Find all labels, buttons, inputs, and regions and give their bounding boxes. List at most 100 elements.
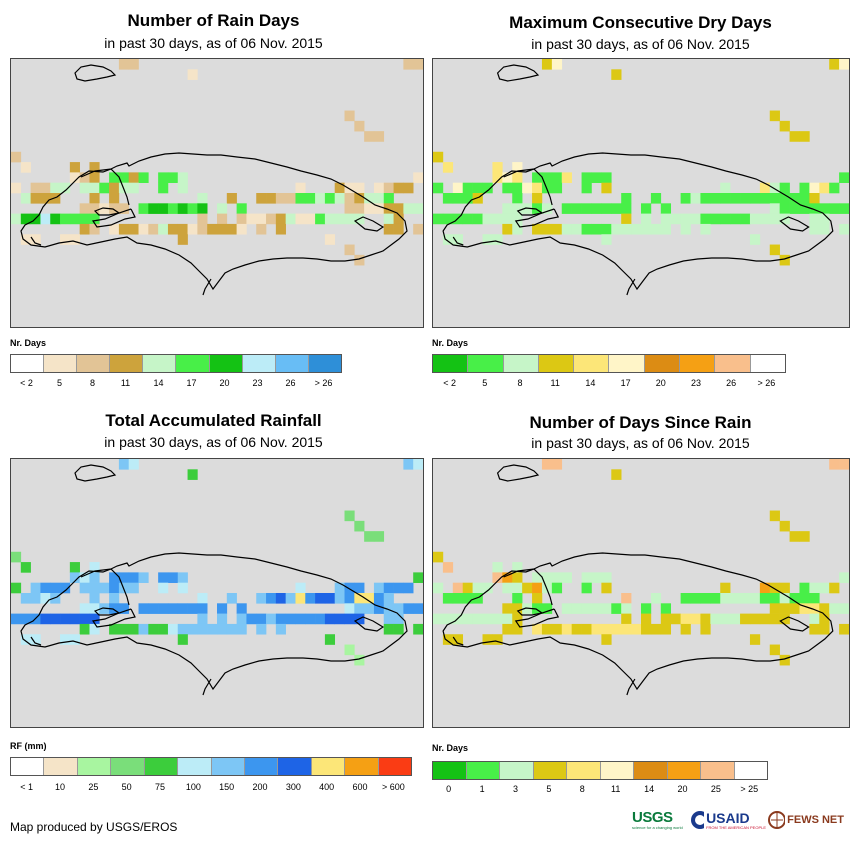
grid-cell (749, 193, 761, 204)
grid-cell (680, 613, 691, 625)
grid-cell (79, 623, 90, 635)
grid-cell (541, 603, 553, 614)
grid-cell (452, 634, 464, 645)
grid-cell (759, 582, 771, 594)
grid-cell (819, 613, 830, 625)
grid-cell (809, 203, 820, 214)
legend-bar (10, 354, 342, 373)
grid-cell (700, 623, 711, 635)
grid-cell (482, 234, 493, 245)
grid-cell (749, 634, 761, 645)
grid-cell (700, 223, 711, 235)
grid-cell (502, 213, 513, 225)
grid-cell (621, 223, 632, 235)
grid-cell (581, 223, 592, 235)
grid-cell (11, 182, 22, 194)
grid-cell (344, 593, 355, 604)
grid-cell (324, 613, 336, 625)
grid-cell (799, 531, 810, 542)
legend-title: Nr. Days (10, 338, 47, 348)
grid-cell (482, 182, 493, 194)
grid-cell (700, 593, 711, 604)
grid-cell (492, 634, 503, 645)
grid-cell (403, 182, 414, 194)
coastline-segment (30, 636, 42, 646)
grid-cell (295, 582, 306, 594)
map (10, 458, 424, 728)
samana-outline (353, 616, 385, 632)
grid-cell (680, 213, 691, 225)
grid-cell (30, 634, 41, 645)
grid-cell (532, 203, 543, 214)
grid-cell (334, 213, 345, 225)
grid-cell (393, 603, 404, 614)
legend-bar (432, 354, 786, 373)
grid-cell (512, 182, 523, 194)
grid-cell (779, 654, 790, 666)
grid-cell (472, 193, 483, 204)
grid-cell (60, 234, 71, 245)
grid-cell (720, 213, 731, 225)
grid-cell (60, 613, 71, 625)
grid-cell (20, 213, 31, 225)
grid-cell (383, 193, 394, 204)
grid-cell (158, 582, 169, 594)
grid-cell (246, 613, 257, 625)
grid-cell (217, 623, 228, 635)
grid-cell (621, 593, 632, 604)
grid-cell (809, 593, 820, 604)
grid-cell (266, 613, 277, 625)
legend-swatch (11, 355, 45, 372)
grid-cell (89, 593, 100, 604)
grid-cell (11, 582, 22, 594)
grid-cell (60, 634, 71, 645)
grid-cell (541, 223, 553, 235)
usaid-tagline: FROM THE AMERICAN PEOPLE (706, 824, 766, 830)
grid-cell (256, 593, 267, 604)
grid-cell (344, 213, 355, 225)
legend-label: 11 (611, 784, 621, 794)
legend-label: 8 (517, 378, 523, 388)
grid-cell (759, 213, 771, 225)
grid-cell (40, 593, 51, 604)
legend-swatch (77, 355, 111, 372)
grid-cell (720, 593, 731, 604)
legend-title: Nr. Days (432, 743, 469, 753)
grid-cell (591, 603, 602, 614)
grid-cell (601, 623, 612, 635)
grid-cell (275, 223, 286, 235)
grid-cell (50, 213, 61, 225)
grid-cell (383, 223, 394, 235)
grid-cell (710, 193, 721, 204)
legend-swatch (311, 758, 346, 775)
grid-cell (492, 613, 503, 625)
grid-cell (433, 613, 444, 625)
grid-cell (128, 623, 139, 635)
grid-cell (158, 572, 169, 583)
grid-cell (433, 582, 444, 594)
grid-cell (305, 613, 316, 625)
grid-cell (769, 193, 780, 204)
legend-swatch (178, 758, 212, 775)
grid-cell (829, 459, 840, 470)
grid-cell (532, 193, 543, 204)
legend-label: 5 (482, 378, 488, 388)
legend-swatch (701, 762, 735, 779)
panel-title: Total Accumulated Rainfall (105, 411, 322, 430)
grid-cell (660, 613, 672, 625)
grid-cell (383, 213, 394, 225)
grid-cell (354, 603, 365, 614)
grid-cell (187, 203, 198, 214)
grid-cell (611, 203, 622, 214)
legend-label: 23 (690, 378, 702, 388)
grid-cell (561, 172, 572, 183)
grid-cell (60, 213, 71, 225)
grid-cell (819, 623, 830, 635)
grid-cell (89, 613, 100, 625)
credit-text: Map produced by USGS/EROS (10, 820, 178, 834)
grid-cell (809, 193, 820, 204)
grid-cell (581, 603, 592, 614)
legend-swatch (533, 762, 567, 779)
grid-cell (641, 613, 652, 625)
grid-cell (187, 69, 198, 80)
